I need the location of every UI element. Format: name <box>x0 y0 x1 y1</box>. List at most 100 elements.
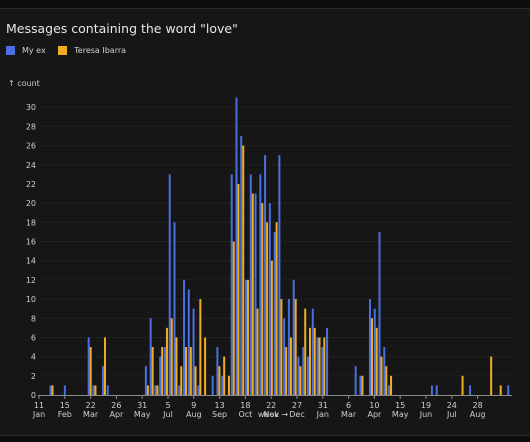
bar <box>159 356 162 396</box>
y-axis-label: ↑ count <box>8 79 40 88</box>
y-tick-label: 30 <box>26 103 36 112</box>
bar <box>308 327 311 395</box>
x-tick-label-day: 28 <box>473 401 483 410</box>
bar <box>170 318 173 395</box>
bar <box>232 241 235 395</box>
x-tick-label-month: Apr <box>109 410 124 419</box>
x-tick-label-month: Apr <box>367 410 382 419</box>
bar <box>192 308 195 395</box>
bar <box>306 356 309 396</box>
bar <box>168 174 171 395</box>
x-tick-label-day: 22 <box>86 401 96 410</box>
x-tick-label-day: 26 <box>111 401 121 410</box>
x-tick-label-day: 18 <box>240 401 250 410</box>
x-tick-label-month: Feb <box>58 410 72 419</box>
bar <box>326 327 329 395</box>
bar <box>103 337 106 395</box>
bar <box>161 347 164 395</box>
x-axis-label: week → <box>258 410 289 419</box>
y-tick-label: 12 <box>26 276 36 285</box>
x-tick-label-day: 15 <box>395 401 405 410</box>
bar <box>292 279 295 396</box>
bar <box>388 385 391 395</box>
bar <box>146 385 149 395</box>
bar <box>507 385 510 395</box>
bar <box>189 347 192 395</box>
x-tick-label-month: Jul <box>162 410 173 419</box>
bar <box>247 279 250 396</box>
bar <box>359 375 362 395</box>
x-tick-label-day: 19 <box>421 401 431 410</box>
x-tick-label-day: 10 <box>369 401 379 410</box>
y-tick-label: 6 <box>31 333 36 342</box>
bar <box>283 318 286 395</box>
bar <box>245 279 248 396</box>
bar <box>294 299 297 395</box>
bar <box>285 347 288 395</box>
bar <box>156 385 159 395</box>
bar <box>163 347 166 395</box>
bar <box>242 145 245 395</box>
bar <box>240 135 243 395</box>
bar <box>237 183 240 395</box>
bar <box>354 366 357 395</box>
x-tick-label-month: Aug <box>470 410 486 419</box>
bar <box>461 375 464 395</box>
bar <box>321 347 324 395</box>
bar <box>223 356 226 396</box>
bar <box>261 203 264 396</box>
x-tick-label-month: Jul <box>446 410 457 419</box>
bar <box>380 356 383 396</box>
y-tick-label: 14 <box>26 257 36 266</box>
bar <box>373 308 376 395</box>
bar <box>101 366 104 395</box>
bar <box>383 347 386 395</box>
bar <box>275 222 278 395</box>
bar <box>256 308 259 395</box>
x-tick-label-month: Dec <box>289 410 304 419</box>
legend-item-my-ex[interactable]: My ex <box>6 46 46 55</box>
y-tick-label: 18 <box>26 218 36 227</box>
bar <box>280 299 283 395</box>
bar <box>175 337 178 395</box>
bar <box>469 385 472 395</box>
bar <box>318 337 321 395</box>
bar <box>251 193 254 395</box>
bar <box>187 289 190 395</box>
bar <box>183 279 186 396</box>
bar <box>87 337 90 395</box>
bar <box>51 385 54 395</box>
bar <box>89 347 92 395</box>
bar <box>273 231 276 395</box>
bar <box>204 337 207 395</box>
bar <box>165 327 168 395</box>
bar <box>249 174 252 395</box>
bar <box>106 385 109 395</box>
bar <box>302 347 305 395</box>
bar <box>287 299 290 395</box>
bar <box>264 155 267 395</box>
legend-swatch-my-ex <box>6 46 15 55</box>
bar <box>385 366 388 395</box>
x-tick-label-month: Mar <box>341 410 357 419</box>
bar <box>218 366 221 395</box>
legend-label-teresa-ibarra: Teresa Ibarra <box>74 46 127 55</box>
x-tick-label-day: 13 <box>215 401 225 410</box>
x-tick-label-month: Oct <box>238 410 252 419</box>
bar <box>278 155 281 395</box>
bar <box>304 308 307 395</box>
y-tick-label: 28 <box>26 122 36 131</box>
bar <box>375 327 378 395</box>
y-tick-label: 16 <box>26 238 36 247</box>
bar <box>63 385 66 395</box>
x-tick-label-month: Sep <box>212 410 227 419</box>
y-tick-label: 24 <box>26 161 36 170</box>
legend-item-teresa-ibarra[interactable]: Teresa Ibarra <box>58 46 126 55</box>
bar <box>173 222 176 395</box>
x-tick-label-month: May <box>392 410 409 419</box>
bar <box>185 347 188 395</box>
bar <box>316 337 319 395</box>
y-tick-label: 20 <box>26 199 36 208</box>
chart-title: Messages containing the word "love" <box>6 21 238 36</box>
